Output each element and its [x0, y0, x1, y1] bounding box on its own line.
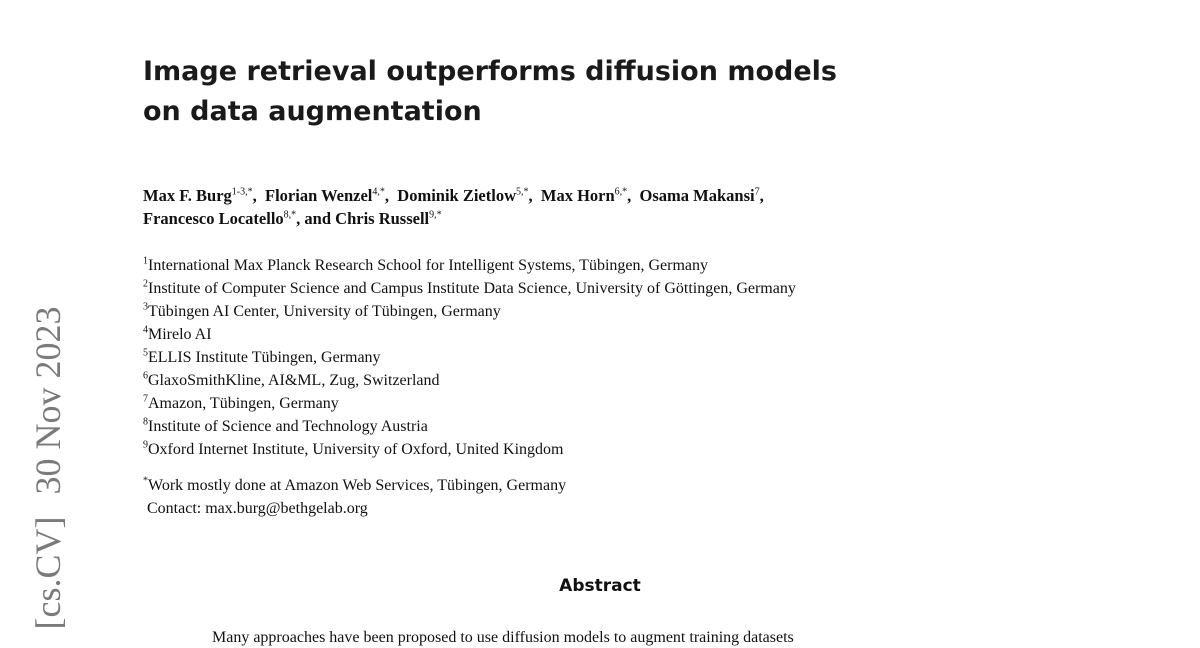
affiliation: 1International Max Planck Research Schoo… [143, 255, 709, 274]
work-note: *Work mostly done at Amazon Web Services… [143, 475, 567, 494]
author: Francesco Locatello8,* [143, 209, 297, 228]
title-line-2: on data augmentation [143, 96, 482, 127]
title-line-1: Image retrieval outperforms diffusion mo… [143, 56, 837, 87]
author: Chris Russell9,* [335, 209, 442, 228]
author: Florian Wenzel4,* [265, 186, 385, 205]
affiliation: 3Tübingen AI Center, University of Tübin… [143, 301, 501, 320]
author: Max Horn6,* [540, 186, 628, 205]
paper-title: Image retrieval outperforms diffusion mo… [143, 52, 837, 132]
footnote: *Work mostly done at Amazon Web Services… [143, 474, 566, 520]
affiliation: 5ELLIS Institute Tübingen, Germany [143, 347, 381, 366]
affiliation: 2Institute of Computer Science and Campu… [143, 278, 796, 297]
arxiv-date: 30 Nov 2023 [28, 306, 68, 495]
author: Osama Makansi7 [639, 186, 760, 205]
author: Max F. Burg1-3,* [143, 186, 253, 205]
affiliation: 4Mirelo AI [143, 324, 212, 343]
author: Dominik Zietlow5,* [397, 186, 529, 205]
author-conjunction: and [304, 209, 332, 228]
affiliation: 9Oxford Internet Institute, University o… [143, 439, 564, 458]
arxiv-category: [cs.CV] [28, 516, 68, 630]
author-line-2: Francesco Locatello8,*, and Chris Russel… [143, 209, 442, 228]
author-list: Max F. Burg1-3,*, Florian Wenzel4,*, Dom… [143, 184, 1043, 230]
contact: Contact: max.burg@bethgelab.org [147, 500, 368, 517]
affiliation: 7Amazon, Tübingen, Germany [143, 393, 339, 412]
affiliation: 6GlaxoSmithKline, AI&ML, Zug, Switzerlan… [143, 370, 440, 389]
affiliation: 8Institute of Science and Technology Aus… [143, 416, 428, 435]
abstract-text: Many approaches have been proposed to us… [212, 629, 794, 646]
author-line-1: Max F. Burg1-3,*, Florian Wenzel4,*, Dom… [143, 186, 764, 205]
affiliation-list: 1International Max Planck Research Schoo… [143, 254, 796, 461]
abstract-heading: Abstract [559, 576, 641, 596]
